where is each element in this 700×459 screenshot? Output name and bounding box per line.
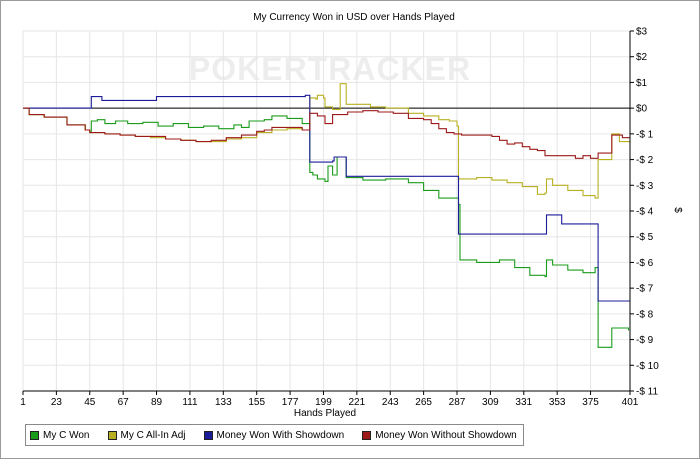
y-tick-label: -$ 4 bbox=[636, 207, 654, 218]
y-tick-label: -$ 1 bbox=[636, 129, 654, 140]
x-tick-label: 221 bbox=[349, 397, 366, 408]
series-line-money-won-without-showdown bbox=[23, 107, 630, 159]
legend-label: Money Won With Showdown bbox=[216, 429, 345, 441]
y-tick-label: -$ 8 bbox=[636, 309, 654, 320]
x-tick-label: 177 bbox=[282, 397, 299, 408]
legend-label: Money Won Without Showdown bbox=[375, 429, 517, 441]
series-lines bbox=[23, 83, 631, 348]
x-tick-label: 89 bbox=[151, 397, 163, 408]
x-tick-label: 155 bbox=[248, 397, 265, 408]
x-tick-label: 287 bbox=[449, 397, 466, 408]
y-tick-label: $1 bbox=[636, 78, 648, 89]
chart-title: My Currency Won in USD over Hands Played bbox=[253, 12, 455, 23]
x-tick-label: 67 bbox=[118, 397, 130, 408]
x-axis-label: Hands Played bbox=[294, 408, 356, 419]
x-tick-label: 243 bbox=[382, 397, 399, 408]
y-tick-label: $3 bbox=[636, 27, 648, 38]
y-tick-label: -$ 3 bbox=[636, 181, 654, 192]
x-tick-label: 353 bbox=[549, 397, 566, 408]
y-tick-label: -$ 6 bbox=[636, 258, 654, 269]
legend-swatch bbox=[362, 430, 372, 440]
x-tick-label: 401 bbox=[622, 397, 639, 408]
y-tick-label: -$ 9 bbox=[636, 335, 654, 346]
y-tick-label: $2 bbox=[636, 52, 648, 63]
y-tick-label: -$ 5 bbox=[636, 232, 654, 243]
y-axis-label: $ bbox=[672, 207, 683, 213]
x-tick-label: 45 bbox=[84, 397, 96, 408]
gridlines bbox=[22, 30, 631, 392]
legend-label: My C Won bbox=[43, 429, 90, 441]
x-tick-label: 23 bbox=[51, 397, 63, 408]
x-tick-label: 133 bbox=[215, 397, 232, 408]
x-tick-label: 199 bbox=[315, 397, 332, 408]
x-tick-label: 309 bbox=[482, 397, 499, 408]
x-tick-label: 265 bbox=[415, 397, 432, 408]
series-line-my-c-won bbox=[23, 107, 630, 348]
x-tick-label: 331 bbox=[515, 397, 532, 408]
x-axis-ticks: 1 23 45 67 89 111 133 155 177 199 221 243 265 287 309 3… bbox=[20, 391, 639, 408]
legend-item-my-c-won[interactable]: My C Won bbox=[30, 430, 90, 441]
legend-item-money-won-with-showdown[interactable]: Money Won With Showdown bbox=[203, 429, 345, 441]
legend-item-money-won-without-showdown[interactable]: Money Won Without Showdown bbox=[362, 430, 517, 441]
legend-swatch bbox=[30, 430, 39, 440]
legend-item-my-c-all-in-adj[interactable]: My C All-In Adj bbox=[107, 429, 186, 441]
series-line-money-won-with-showdown bbox=[23, 94, 630, 302]
y-tick-label: -$ 11 bbox=[636, 387, 658, 398]
legend-label: My C All-In Adj bbox=[120, 429, 186, 441]
y-axis-ticks: $3 $2 $1 $0 -$ 1 -$ 2 -$ 3 -$ 4 -$ 5 -$ 6 -$ 7 -$ 8… bbox=[630, 27, 659, 398]
x-tick-label: 111 bbox=[182, 397, 198, 408]
legend-swatch bbox=[107, 430, 117, 440]
x-tick-label: 375 bbox=[582, 397, 599, 408]
y-tick-label: -$ 10 bbox=[636, 361, 659, 372]
x-tick-label: 1 bbox=[20, 397, 26, 408]
y-tick-label: $0 bbox=[636, 104, 648, 115]
legend-swatch bbox=[203, 430, 213, 440]
y-tick-label: -$ 2 bbox=[636, 155, 654, 166]
y-tick-label: -$ 7 bbox=[636, 284, 654, 295]
legend: My C Won My C All-In Adj Money Won With … bbox=[25, 424, 524, 446]
